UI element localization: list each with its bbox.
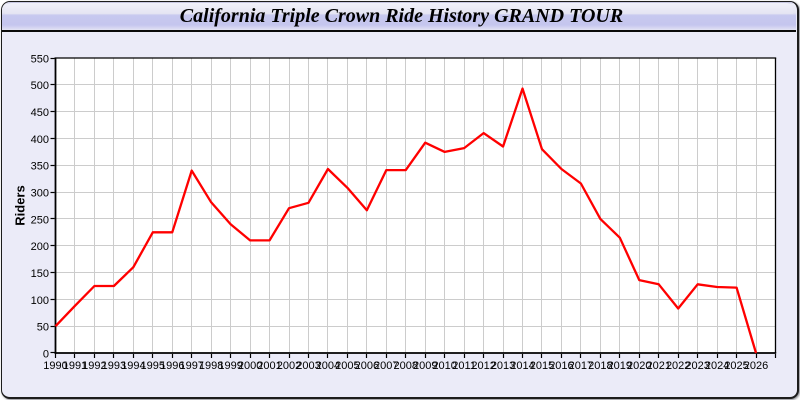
svg-text:1996: 1996 xyxy=(160,360,184,372)
svg-text:2015: 2015 xyxy=(530,360,554,372)
svg-text:2010: 2010 xyxy=(432,360,456,372)
svg-text:2020: 2020 xyxy=(627,360,651,372)
svg-text:1994: 1994 xyxy=(121,360,145,372)
svg-text:2002: 2002 xyxy=(277,360,301,372)
svg-text:2021: 2021 xyxy=(646,360,670,372)
svg-text:1995: 1995 xyxy=(141,360,165,372)
svg-text:1991: 1991 xyxy=(63,360,87,372)
svg-text:2011: 2011 xyxy=(452,360,476,372)
svg-text:2007: 2007 xyxy=(374,360,398,372)
svg-text:2003: 2003 xyxy=(296,360,320,372)
svg-text:2001: 2001 xyxy=(257,360,281,372)
svg-text:200: 200 xyxy=(31,241,49,253)
svg-text:2012: 2012 xyxy=(471,360,495,372)
svg-text:1998: 1998 xyxy=(199,360,223,372)
svg-text:2009: 2009 xyxy=(413,360,437,372)
svg-text:450: 450 xyxy=(31,107,49,119)
svg-text:1990: 1990 xyxy=(43,360,67,372)
svg-text:1997: 1997 xyxy=(179,360,203,372)
svg-text:0: 0 xyxy=(43,348,49,360)
svg-text:2025: 2025 xyxy=(724,360,748,372)
svg-text:2026: 2026 xyxy=(744,360,768,372)
svg-text:2018: 2018 xyxy=(588,360,612,372)
svg-text:350: 350 xyxy=(31,161,49,173)
svg-text:2004: 2004 xyxy=(316,360,340,372)
svg-text:400: 400 xyxy=(31,134,49,146)
svg-text:1993: 1993 xyxy=(102,360,126,372)
svg-text:2013: 2013 xyxy=(491,360,515,372)
svg-text:300: 300 xyxy=(31,187,49,199)
svg-text:2005: 2005 xyxy=(335,360,359,372)
svg-text:2008: 2008 xyxy=(394,360,418,372)
svg-text:2022: 2022 xyxy=(666,360,690,372)
svg-text:500: 500 xyxy=(31,80,49,92)
svg-text:2016: 2016 xyxy=(549,360,573,372)
svg-text:2006: 2006 xyxy=(355,360,379,372)
svg-text:2000: 2000 xyxy=(238,360,262,372)
svg-text:2017: 2017 xyxy=(569,360,593,372)
svg-text:1999: 1999 xyxy=(218,360,242,372)
svg-text:50: 50 xyxy=(37,322,49,334)
svg-text:2014: 2014 xyxy=(510,360,534,372)
svg-text:150: 150 xyxy=(31,268,49,280)
svg-text:2019: 2019 xyxy=(608,360,632,372)
svg-text:250: 250 xyxy=(31,214,49,226)
svg-text:100: 100 xyxy=(31,295,49,307)
svg-text:550: 550 xyxy=(31,53,49,65)
svg-text:1992: 1992 xyxy=(82,360,106,372)
svg-text:2023: 2023 xyxy=(685,360,709,372)
svg-text:2024: 2024 xyxy=(705,360,729,372)
svg-text:Riders: Riders xyxy=(13,185,28,225)
